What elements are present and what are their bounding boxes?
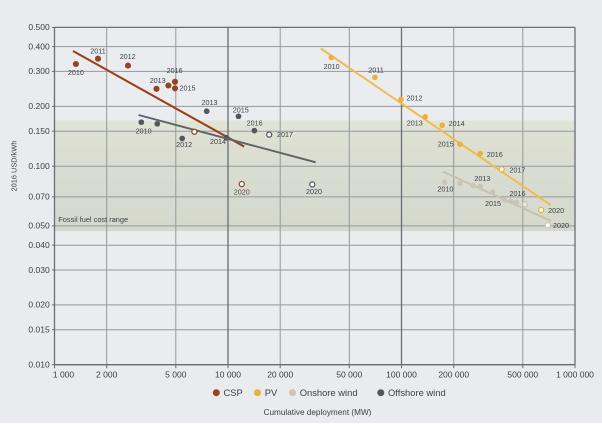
svg-text:2011: 2011	[90, 46, 105, 55]
svg-text:0.100: 0.100	[28, 161, 50, 171]
svg-text:0.010: 0.010	[28, 360, 50, 370]
svg-text:2017: 2017	[277, 130, 293, 139]
svg-text:2020: 2020	[553, 221, 569, 230]
svg-text:2012: 2012	[176, 140, 192, 149]
svg-text:2016: 2016	[510, 189, 526, 198]
svg-text:2013: 2013	[474, 174, 490, 183]
svg-text:2020: 2020	[234, 188, 250, 197]
svg-text:2015: 2015	[233, 105, 249, 114]
svg-text:100 000: 100 000	[386, 370, 417, 380]
svg-text:0.015: 0.015	[28, 325, 50, 335]
svg-text:2016: 2016	[247, 119, 263, 128]
svg-text:20 000: 20 000	[267, 370, 293, 380]
svg-text:2010: 2010	[324, 62, 340, 71]
svg-text:2016: 2016	[487, 150, 503, 159]
svg-text:1 000 000: 1 000 000	[556, 370, 594, 380]
svg-text:0.020: 0.020	[28, 300, 50, 310]
svg-text:2016: 2016	[167, 66, 183, 75]
svg-text:2015: 2015	[485, 199, 501, 208]
svg-text:2010: 2010	[136, 126, 152, 135]
svg-text:50 000: 50 000	[336, 370, 362, 380]
svg-text:2013: 2013	[407, 118, 423, 127]
svg-text:500 000: 500 000	[507, 370, 538, 380]
svg-text:2015: 2015	[438, 140, 454, 149]
svg-text:0.300: 0.300	[28, 66, 50, 76]
svg-text:2014: 2014	[449, 119, 465, 128]
svg-text:2010: 2010	[68, 68, 84, 77]
svg-text:CSP: CSP	[224, 387, 243, 398]
svg-text:2016 USD/kWh: 2016 USD/kWh	[10, 141, 19, 192]
svg-text:2020: 2020	[306, 187, 322, 196]
svg-text:Onshore wind: Onshore wind	[300, 387, 358, 398]
svg-text:2 000: 2 000	[96, 370, 118, 380]
svg-text:2011: 2011	[368, 66, 383, 75]
svg-text:0.200: 0.200	[28, 101, 50, 111]
svg-text:0.030: 0.030	[28, 265, 50, 275]
svg-text:2013: 2013	[202, 98, 218, 107]
svg-text:2015: 2015	[180, 83, 196, 92]
svg-text:1 000: 1 000	[53, 370, 75, 380]
svg-text:200 000: 200 000	[438, 370, 469, 380]
svg-text:2020: 2020	[548, 206, 564, 215]
svg-text:5 000: 5 000	[165, 370, 187, 380]
svg-text:2014: 2014	[210, 137, 226, 146]
svg-text:0.400: 0.400	[28, 41, 50, 51]
svg-text:PV: PV	[265, 387, 278, 398]
svg-text:Cumulative deployment (MW): Cumulative deployment (MW)	[264, 408, 372, 417]
svg-text:0.040: 0.040	[28, 240, 50, 250]
svg-text:10 000: 10 000	[215, 370, 241, 380]
svg-text:0.070: 0.070	[28, 192, 50, 202]
svg-text:2012: 2012	[120, 52, 136, 61]
svg-text:0.500: 0.500	[28, 22, 50, 32]
svg-text:2010: 2010	[437, 184, 453, 193]
svg-text:2017: 2017	[509, 165, 525, 174]
svg-text:2013: 2013	[150, 76, 166, 85]
svg-text:0.050: 0.050	[28, 221, 50, 231]
svg-text:Offshore wind: Offshore wind	[388, 387, 446, 398]
svg-text:2012: 2012	[407, 94, 423, 103]
svg-text:0.150: 0.150	[28, 126, 50, 136]
svg-text:Fossil fuel cost range: Fossil fuel cost range	[58, 215, 128, 224]
